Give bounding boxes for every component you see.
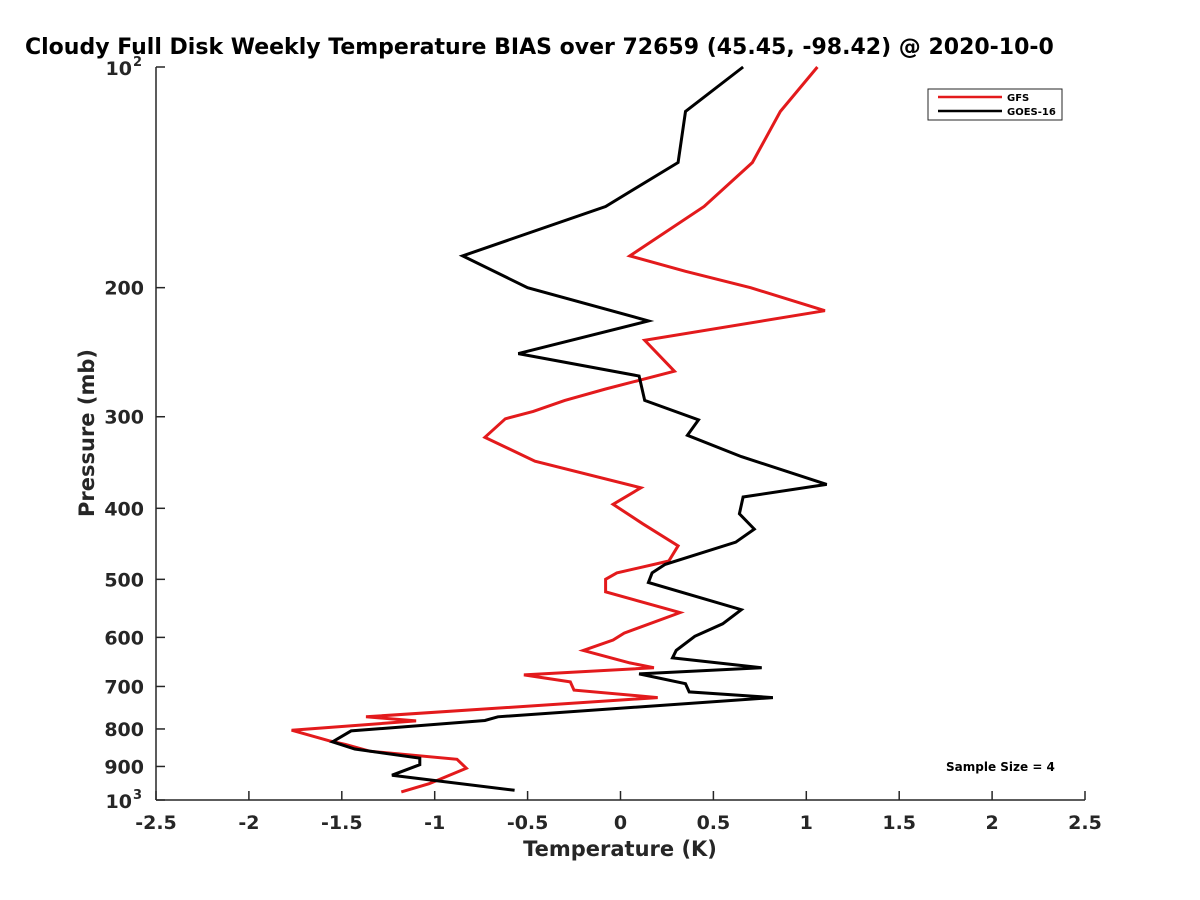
plot-area bbox=[155, 67, 1085, 801]
series-line-gfs bbox=[291, 66, 826, 794]
y-axis-label: Pressure (mb) bbox=[75, 349, 99, 517]
x-tick-label: 2.5 bbox=[1068, 812, 1102, 834]
y-tick-label: 300 bbox=[104, 407, 144, 429]
y-tick-label: 900 bbox=[104, 756, 144, 778]
y-tick-base: 10 bbox=[106, 791, 132, 813]
y-tick-label: 200 bbox=[104, 278, 144, 300]
x-tick-label: 0 bbox=[614, 812, 627, 834]
x-tick-label: -1.5 bbox=[321, 812, 363, 834]
legend-box bbox=[927, 88, 1063, 121]
x-tick-label: -2.5 bbox=[135, 812, 177, 834]
chart-title: Cloudy Full Disk Weekly Temperature BIAS… bbox=[25, 35, 1054, 60]
x-tick-label: -2 bbox=[238, 812, 259, 834]
legend-label: GOES-16 bbox=[1007, 107, 1056, 118]
x-tick-label: 0.5 bbox=[697, 812, 731, 834]
series-line-goes-16 bbox=[328, 65, 828, 792]
x-tick-label: -1 bbox=[424, 812, 445, 834]
y-tick-base: 10 bbox=[106, 58, 132, 80]
y-tick-exponent: 2 bbox=[133, 55, 142, 70]
y-tick-label: 10 bbox=[106, 58, 132, 80]
y-tick-label: 500 bbox=[104, 569, 144, 591]
x-tick-label: 2 bbox=[985, 812, 998, 834]
y-tick-label: 800 bbox=[104, 719, 144, 741]
sample-size-annotation: Sample Size = 4 bbox=[946, 760, 1055, 774]
series-lines bbox=[291, 65, 828, 794]
x-tick-label: 1.5 bbox=[882, 812, 916, 834]
legend-label: GFS bbox=[1007, 93, 1029, 104]
x-axis-label: Temperature (K) bbox=[523, 837, 717, 861]
y-tick-label: 10 bbox=[106, 791, 132, 813]
y-tick-label: 700 bbox=[104, 676, 144, 698]
legend: GFS GOES-16 bbox=[927, 88, 1063, 121]
x-tick-label: -0.5 bbox=[507, 812, 549, 834]
y-tick-label: 600 bbox=[104, 627, 144, 649]
x-tick-label: 1 bbox=[800, 812, 813, 834]
x-axis: -2.5 -2 -1.5 -1 -0.5 0 0.5 1 1.5 2 2.5 bbox=[135, 791, 1102, 834]
y-tick-label: 400 bbox=[104, 498, 144, 520]
y-tick-exponent: 3 bbox=[133, 788, 142, 803]
